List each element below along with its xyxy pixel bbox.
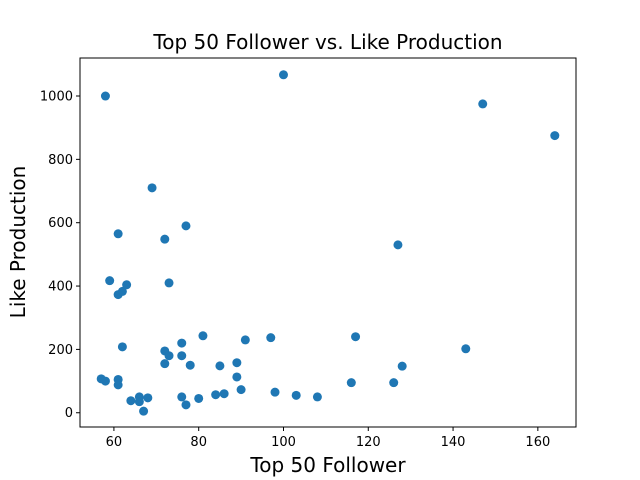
data-point-39 (278, 70, 288, 80)
data-point-49 (550, 131, 560, 141)
data-point-29 (198, 331, 208, 341)
data-point-10 (122, 280, 132, 290)
data-point-32 (219, 389, 229, 399)
data-point-3 (105, 276, 115, 286)
data-point-43 (351, 332, 361, 342)
data-point-2 (100, 91, 110, 101)
data-point-22 (177, 338, 187, 348)
data-point-7 (113, 380, 123, 390)
data-point-9 (117, 342, 127, 352)
data-point-38 (270, 387, 280, 397)
y-tick-label: 200 (48, 343, 73, 358)
points-layer (96, 70, 560, 416)
chart-title: Top 50 Follower vs. Like Production (152, 30, 502, 54)
y-tick-label: 1000 (40, 90, 73, 105)
data-point-48 (478, 99, 488, 109)
data-point-34 (232, 372, 242, 382)
data-point-31 (215, 361, 225, 371)
data-point-45 (393, 240, 403, 250)
data-point-35 (236, 385, 246, 395)
data-point-8 (117, 286, 127, 296)
data-point-19 (160, 359, 170, 369)
data-point-30 (211, 390, 221, 400)
y-tick-label: 0 (65, 406, 73, 421)
data-point-46 (397, 361, 407, 371)
data-point-47 (461, 344, 471, 354)
x-tick-label: 80 (190, 435, 207, 450)
data-point-20 (164, 278, 174, 288)
y-axis-ticks: 0 200 400 600 800 1000 (40, 90, 80, 421)
data-point-11 (126, 396, 136, 406)
y-tick-label: 800 (48, 153, 73, 168)
x-tick-label: 140 (441, 435, 466, 450)
y-tick-label: 400 (48, 280, 73, 295)
data-point-1 (100, 376, 110, 386)
data-point-13 (134, 397, 144, 407)
data-point-14 (139, 406, 149, 416)
data-point-15 (143, 393, 153, 403)
data-point-4 (113, 229, 123, 239)
data-point-25 (181, 221, 191, 231)
x-axis-label: Top 50 Follower (249, 453, 406, 477)
x-axis-ticks: 60 80 100 120 140 160 (106, 427, 550, 450)
x-tick-label: 120 (356, 435, 381, 450)
data-point-26 (181, 400, 191, 410)
data-point-36 (240, 335, 250, 345)
data-point-37 (266, 333, 276, 343)
x-tick-label: 160 (525, 435, 550, 450)
data-point-24 (177, 392, 187, 402)
x-tick-label: 60 (106, 435, 123, 450)
data-point-44 (389, 378, 399, 388)
data-point-42 (346, 378, 356, 388)
y-tick-label: 600 (48, 216, 73, 231)
data-point-41 (312, 392, 322, 402)
x-tick-label: 100 (271, 435, 296, 450)
data-point-23 (177, 351, 187, 361)
data-point-40 (291, 390, 301, 400)
data-point-33 (232, 358, 242, 368)
data-point-28 (194, 393, 204, 403)
y-axis-label: Like Production (6, 166, 30, 319)
plot-frame (79, 57, 577, 428)
data-point-27 (185, 360, 195, 370)
data-point-16 (147, 183, 157, 193)
data-point-17 (160, 234, 170, 244)
data-point-21 (164, 351, 174, 361)
